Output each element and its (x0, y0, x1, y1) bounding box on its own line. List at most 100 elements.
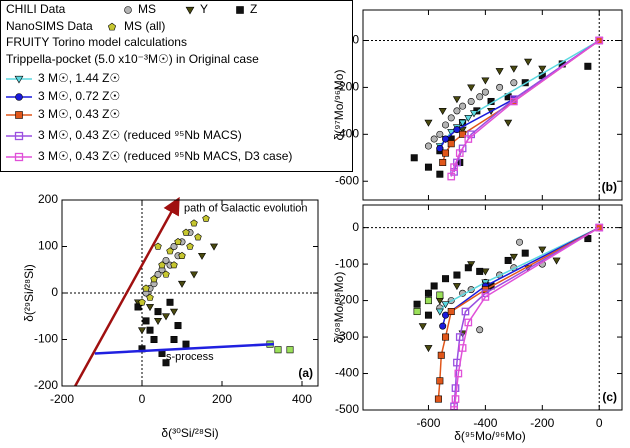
x-tick-label: 400 (292, 392, 312, 406)
data-point (169, 308, 179, 316)
data-point (142, 284, 150, 292)
data-point (436, 130, 444, 138)
legend-label: Z (250, 2, 257, 16)
legend-marker (14, 131, 24, 141)
data-point (452, 283, 461, 291)
data-point (161, 313, 171, 321)
panel-label: (b) (602, 180, 617, 194)
data-point (442, 149, 450, 157)
data-point (481, 88, 489, 96)
data-point (453, 107, 461, 115)
data-point (146, 293, 154, 301)
model-line (450, 39, 600, 177)
data-point (286, 346, 294, 354)
data-point (435, 308, 444, 316)
data-point (496, 83, 504, 91)
data-point (538, 65, 547, 73)
data-point (436, 377, 444, 385)
data-point (467, 97, 475, 105)
data-point (150, 275, 158, 283)
data-point (467, 84, 476, 92)
plot-area (363, 205, 622, 410)
y-tick-label: -400 (335, 366, 359, 380)
data-point (481, 268, 490, 276)
panel-label: (a) (298, 366, 313, 380)
data-point (424, 297, 432, 305)
data-point (424, 119, 433, 127)
data-point (584, 62, 592, 70)
data-point (453, 271, 461, 279)
data-point (162, 270, 170, 278)
data-point (174, 237, 182, 245)
legend-label: MS (all) (124, 19, 165, 33)
y-tick-label: -100 (335, 256, 359, 270)
data-point (162, 256, 170, 264)
plot-frame (61, 199, 319, 387)
legend-label: 3 M☉, 0.43 Z☉ (reduced ⁹⁵Nb MACS, D3 cas… (38, 149, 292, 163)
data-point (439, 158, 447, 166)
data-point (154, 242, 162, 250)
data-point (453, 126, 461, 134)
data-point (178, 251, 186, 259)
y-tick-label: -200 (335, 293, 359, 307)
legend-label: 3 M☉, 0.43 Z☉ (38, 107, 120, 121)
legend-marker (15, 93, 23, 101)
data-point (476, 93, 484, 101)
data-point (166, 298, 174, 306)
data-point (509, 97, 518, 106)
model-line (441, 226, 600, 327)
data-point (552, 257, 561, 265)
data-point (145, 304, 155, 312)
data-point (481, 77, 490, 85)
legend-marker (14, 152, 24, 162)
y-tick-label: -400 (335, 126, 359, 140)
data-point (437, 351, 445, 359)
y-tick-label: 0 (51, 285, 58, 299)
data-point (138, 298, 146, 306)
model-line (439, 226, 600, 312)
data-point (495, 68, 504, 76)
x-tick-label: 200 (212, 392, 232, 406)
data-point (435, 297, 444, 305)
y-tick-label: -600 (335, 173, 359, 187)
data-point (190, 219, 198, 227)
data-point (439, 322, 447, 330)
x-tick-label: 0 (596, 416, 603, 430)
data-point (209, 243, 219, 251)
data-point (451, 395, 460, 403)
data-point (442, 275, 450, 283)
y-axis-label: δ(⁹⁷Mo/⁹⁶Mo) (332, 70, 346, 141)
data-point (194, 233, 202, 241)
data-point (166, 247, 174, 255)
model-line (441, 39, 600, 163)
plot-area (363, 10, 622, 200)
data-point (134, 303, 142, 311)
legend-label: 3 M☉, 0.43 Z☉ (reduced ⁹⁵Nb MACS) (38, 128, 242, 142)
data-point (436, 170, 444, 178)
data-point (162, 359, 170, 367)
data-point (146, 326, 154, 334)
data-point (436, 144, 444, 152)
y-tick-label: 200 (38, 192, 58, 206)
data-point (418, 323, 427, 331)
data-point (430, 135, 438, 143)
data-point (458, 119, 467, 127)
data-point (197, 252, 207, 260)
data-point (447, 172, 456, 181)
data-point (459, 102, 467, 110)
data-point (170, 335, 178, 343)
data-point (434, 395, 442, 403)
x-tick-label: -400 (473, 416, 497, 430)
data-point (524, 58, 533, 66)
legend-marker (107, 22, 117, 31)
data-point (464, 135, 473, 143)
y-tick-label: 100 (38, 239, 58, 253)
data-point (170, 261, 178, 269)
data-point (154, 308, 162, 316)
data-point (150, 335, 158, 343)
legend-marker (15, 111, 23, 119)
data-point (424, 345, 433, 353)
data-point (137, 327, 147, 335)
data-point (436, 291, 444, 299)
legend-label: 3 M☉, 0.72 Z☉ (38, 89, 120, 103)
